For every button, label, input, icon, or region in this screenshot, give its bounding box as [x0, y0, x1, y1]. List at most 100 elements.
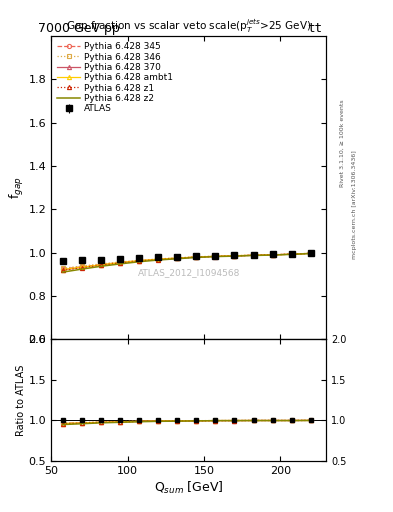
Pythia 6.428 ambt1 — [137, 258, 141, 264]
Pythia 6.428 370 — [213, 253, 218, 260]
Text: 7000 GeV pp: 7000 GeV pp — [38, 22, 119, 35]
Pythia 6.428 370 — [194, 254, 198, 260]
X-axis label: Q$_{sum}$ [GeV]: Q$_{sum}$ [GeV] — [154, 480, 223, 496]
Pythia 6.428 z2 — [194, 254, 198, 261]
Pythia 6.428 z2 — [270, 252, 275, 258]
Pythia 6.428 370 — [309, 250, 313, 257]
Y-axis label: f$_{gap}$: f$_{gap}$ — [8, 176, 26, 199]
Pythia 6.428 345 — [194, 254, 198, 260]
Line: Pythia 6.428 370: Pythia 6.428 370 — [61, 251, 313, 272]
Line: Pythia 6.428 ambt1: Pythia 6.428 ambt1 — [61, 251, 313, 272]
Pythia 6.428 ambt1 — [194, 254, 198, 260]
Pythia 6.428 345 — [79, 264, 84, 270]
Pythia 6.428 370 — [137, 258, 141, 264]
Pythia 6.428 z1 — [309, 250, 313, 257]
Pythia 6.428 z2 — [118, 261, 122, 267]
Pythia 6.428 z1 — [251, 252, 256, 259]
Pythia 6.428 ambt1 — [60, 266, 65, 272]
Pythia 6.428 z2 — [232, 253, 237, 259]
Pythia 6.428 z2 — [175, 255, 180, 262]
Pythia 6.428 346 — [309, 250, 313, 257]
Y-axis label: Ratio to ATLAS: Ratio to ATLAS — [16, 365, 26, 436]
Pythia 6.428 z2 — [137, 259, 141, 265]
Pythia 6.428 ambt1 — [213, 253, 218, 260]
Pythia 6.428 346 — [98, 261, 103, 267]
Legend: Pythia 6.428 345, Pythia 6.428 346, Pythia 6.428 370, Pythia 6.428 ambt1, Pythia: Pythia 6.428 345, Pythia 6.428 346, Pyth… — [55, 39, 175, 116]
Pythia 6.428 345 — [118, 260, 122, 266]
Pythia 6.428 370 — [98, 262, 103, 268]
Text: mcplots.cern.ch [arXiv:1306.3436]: mcplots.cern.ch [arXiv:1306.3436] — [352, 151, 357, 259]
Pythia 6.428 346 — [79, 263, 84, 269]
Pythia 6.428 ambt1 — [232, 252, 237, 259]
Pythia 6.428 z2 — [79, 266, 84, 272]
Pythia 6.428 z2 — [98, 263, 103, 269]
Pythia 6.428 z1 — [60, 267, 65, 273]
Pythia 6.428 ambt1 — [118, 260, 122, 266]
Pythia 6.428 z2 — [156, 257, 160, 263]
Pythia 6.428 370 — [79, 264, 84, 270]
Pythia 6.428 z2 — [213, 253, 218, 260]
Text: Rivet 3.1.10, ≥ 100k events: Rivet 3.1.10, ≥ 100k events — [340, 99, 345, 187]
Pythia 6.428 370 — [270, 252, 275, 258]
Pythia 6.428 370 — [251, 252, 256, 259]
Pythia 6.428 345 — [290, 251, 294, 257]
Pythia 6.428 370 — [118, 260, 122, 266]
Pythia 6.428 346 — [213, 253, 218, 259]
Pythia 6.428 346 — [251, 252, 256, 258]
Pythia 6.428 345 — [175, 255, 180, 261]
Pythia 6.428 z1 — [194, 254, 198, 260]
Line: Pythia 6.428 346: Pythia 6.428 346 — [61, 251, 313, 270]
Pythia 6.428 346 — [194, 254, 198, 260]
Pythia 6.428 z1 — [213, 253, 218, 260]
Pythia 6.428 346 — [232, 252, 237, 259]
Pythia 6.428 345 — [232, 253, 237, 259]
Pythia 6.428 345 — [270, 252, 275, 258]
Pythia 6.428 ambt1 — [98, 262, 103, 268]
Pythia 6.428 370 — [156, 257, 160, 263]
Pythia 6.428 370 — [290, 251, 294, 257]
Pythia 6.428 z1 — [232, 253, 237, 259]
Pythia 6.428 z1 — [137, 258, 141, 264]
Pythia 6.428 z1 — [156, 257, 160, 263]
Pythia 6.428 346 — [270, 251, 275, 258]
Pythia 6.428 z1 — [290, 251, 294, 257]
Pythia 6.428 346 — [118, 259, 122, 265]
Line: Pythia 6.428 345: Pythia 6.428 345 — [61, 251, 313, 271]
Pythia 6.428 z1 — [79, 265, 84, 271]
Title: Gap fraction vs scalar veto scale(p$_T^{jets}$>25 GeV): Gap fraction vs scalar veto scale(p$_T^{… — [66, 17, 311, 35]
Pythia 6.428 370 — [175, 255, 180, 261]
Pythia 6.428 346 — [60, 265, 65, 271]
Pythia 6.428 345 — [309, 250, 313, 257]
Pythia 6.428 345 — [137, 258, 141, 264]
Pythia 6.428 z1 — [175, 255, 180, 261]
Pythia 6.428 346 — [156, 256, 160, 262]
Pythia 6.428 345 — [213, 253, 218, 260]
Pythia 6.428 345 — [98, 262, 103, 268]
Pythia 6.428 z2 — [251, 252, 256, 259]
Line: Pythia 6.428 z1: Pythia 6.428 z1 — [61, 251, 313, 272]
Pythia 6.428 346 — [175, 255, 180, 261]
Pythia 6.428 345 — [60, 266, 65, 272]
Pythia 6.428 z1 — [98, 262, 103, 268]
Pythia 6.428 ambt1 — [270, 252, 275, 258]
Pythia 6.428 z1 — [118, 260, 122, 266]
Pythia 6.428 ambt1 — [156, 256, 160, 262]
Pythia 6.428 ambt1 — [290, 251, 294, 257]
Pythia 6.428 ambt1 — [251, 252, 256, 259]
Pythia 6.428 345 — [251, 252, 256, 259]
Pythia 6.428 ambt1 — [309, 250, 313, 257]
Pythia 6.428 ambt1 — [79, 264, 84, 270]
Pythia 6.428 346 — [290, 251, 294, 257]
Pythia 6.428 ambt1 — [175, 255, 180, 261]
Pythia 6.428 z2 — [290, 251, 294, 258]
Pythia 6.428 z2 — [309, 250, 313, 257]
Pythia 6.428 z2 — [60, 269, 65, 275]
Pythia 6.428 z1 — [270, 252, 275, 258]
Pythia 6.428 346 — [137, 258, 141, 264]
Text: tt: tt — [307, 22, 322, 35]
Pythia 6.428 345 — [156, 256, 160, 262]
Text: ATLAS_2012_I1094568: ATLAS_2012_I1094568 — [138, 268, 240, 277]
Line: Pythia 6.428 z2: Pythia 6.428 z2 — [62, 253, 311, 272]
Pythia 6.428 370 — [232, 253, 237, 259]
Pythia 6.428 370 — [60, 267, 65, 273]
